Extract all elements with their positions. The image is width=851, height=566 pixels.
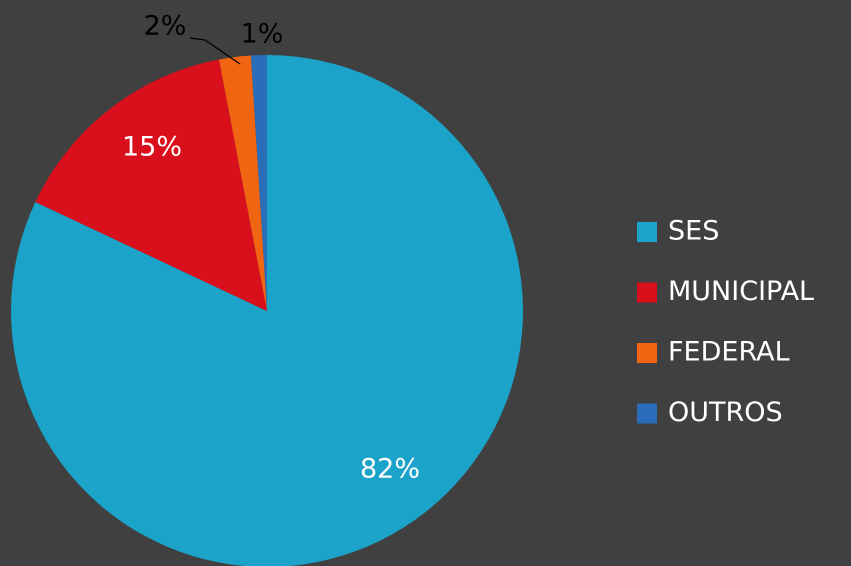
data-label: 1% [241,19,284,50]
legend-swatch [637,343,657,363]
data-label: 82% [360,454,420,485]
legend-label: FEDERAL [668,337,790,368]
data-label: 15% [122,132,182,163]
legend-swatch [637,222,657,242]
legend-label: MUNICIPAL [668,276,814,307]
leader-line [189,37,241,65]
legend-label: OUTROS [668,397,783,428]
pie-slice [11,55,523,566]
legend-swatch [637,403,657,424]
legend-label: SES [668,216,719,247]
legend-swatch [637,282,657,303]
pie-slice [219,55,267,311]
pie-slice [35,59,267,312]
pie-slice [250,55,267,311]
data-label: 2% [144,11,187,42]
